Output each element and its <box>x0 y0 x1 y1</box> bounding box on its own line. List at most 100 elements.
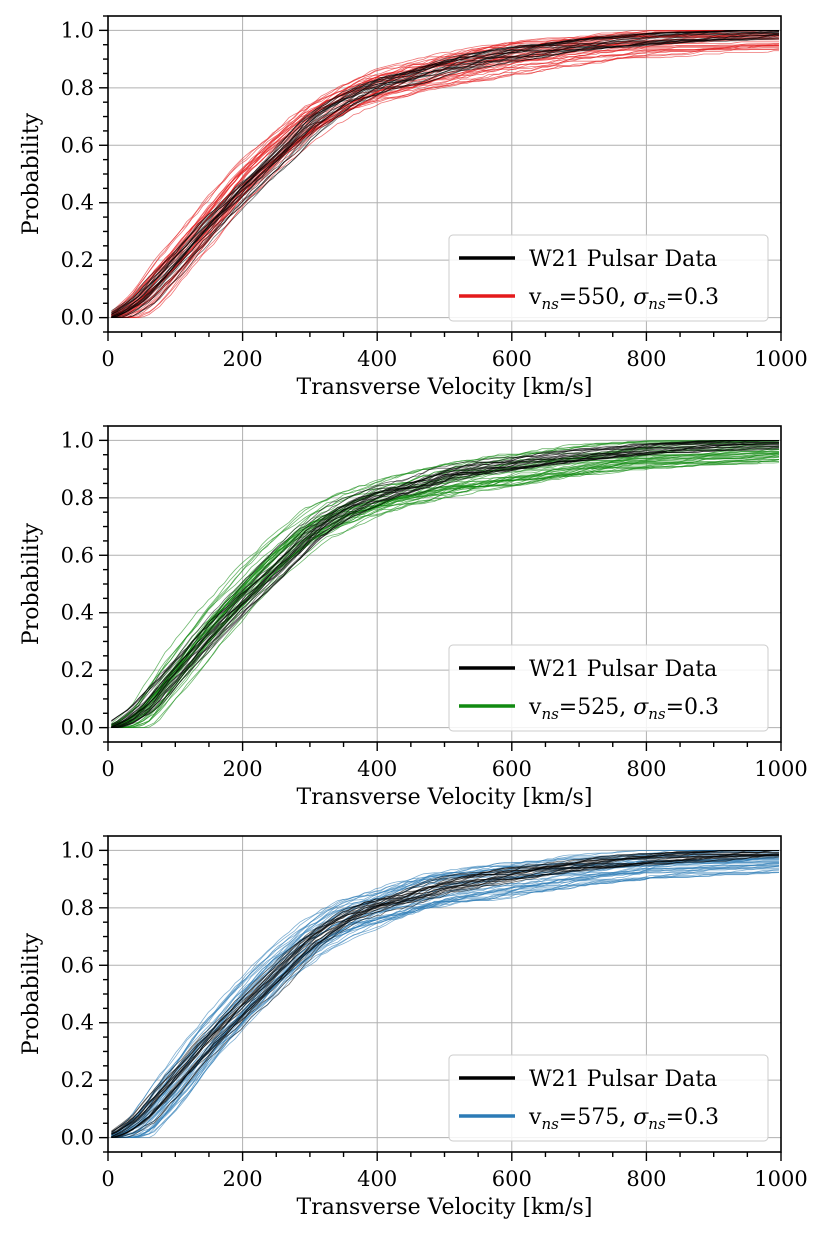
legend-box <box>448 234 769 322</box>
x-tick-label: 0 <box>101 347 114 371</box>
legend-label-pulsar-data: W21 Pulsar Data <box>529 247 717 272</box>
model-realization-line <box>111 439 779 728</box>
model-realization-line <box>111 863 780 1138</box>
x-tick-label: 600 <box>492 347 532 371</box>
y-tick-label: 0.2 <box>61 1068 94 1092</box>
model-realization-line <box>111 455 779 725</box>
legend-sigma: σ <box>633 695 649 720</box>
x-tick-label: 200 <box>223 347 263 371</box>
y-tick-label: 0.6 <box>61 133 94 157</box>
y-tick-label: 0.4 <box>61 191 94 215</box>
model-realization-line <box>111 871 779 1138</box>
x-axis-label: Transverse Velocity [km/s] <box>297 785 593 810</box>
x-axis-label: Transverse Velocity [km/s] <box>297 375 593 400</box>
model-realization-line <box>111 861 779 1137</box>
x-tick-label: 800 <box>626 347 666 371</box>
y-tick-label: 0.2 <box>61 248 94 272</box>
chart-panel-2: 0 200 400 600 800 1000 0.0 0.2 0.4 0.6 0.8 1.0 Trans… <box>19 425 808 810</box>
x-tick-label: 600 <box>492 1167 532 1191</box>
x-tick-label: 400 <box>357 347 397 371</box>
y-tick-label: 0.6 <box>61 543 94 567</box>
x-axis-label: Transverse Velocity [km/s] <box>297 1195 593 1220</box>
legend-subscript: ns <box>648 705 666 723</box>
pulsar-data-line <box>111 854 779 1135</box>
x-tick-label: 200 <box>223 1167 263 1191</box>
legend-v: v <box>528 1105 542 1130</box>
pulsar-data-line <box>111 33 779 312</box>
pulsar-data-line <box>111 33 779 315</box>
y-tick-label: 1.0 <box>61 838 94 862</box>
pulsar-data-line <box>111 850 779 1138</box>
legend-subscript: ns <box>541 1115 559 1133</box>
legend-label-model: vns=550, σns=0.3 <box>528 285 719 313</box>
pulsar-data-line <box>111 854 779 1137</box>
model-realization-line <box>111 850 779 1134</box>
y-axis-label: Probability <box>19 522 44 645</box>
legend-label-model: vns=575, σns=0.3 <box>528 1105 719 1133</box>
legend-v: v <box>528 285 542 310</box>
pulsar-data-line <box>111 850 779 1138</box>
pulsar-data-line <box>111 443 779 726</box>
y-tick-label: 0.4 <box>61 1011 94 1035</box>
legend-value: =575, <box>559 1105 633 1130</box>
y-tick-label: 0.8 <box>61 76 94 100</box>
model-realization-line <box>111 43 779 318</box>
legend-value: =0.3 <box>666 285 719 310</box>
y-axis-label: Probability <box>19 112 44 235</box>
legend-box <box>448 644 769 732</box>
x-tick-label: 1000 <box>754 1167 807 1191</box>
legend-value: =550, <box>559 285 633 310</box>
legend-value: =525, <box>559 695 633 720</box>
model-realization-line <box>111 452 779 728</box>
y-tick-label: 1.0 <box>61 18 94 42</box>
y-tick-label: 0.0 <box>61 716 94 740</box>
x-tick-label: 1000 <box>754 757 807 781</box>
legend-subscript: ns <box>648 295 666 313</box>
pulsar-data-line <box>111 853 779 1133</box>
x-tick-label: 600 <box>492 757 532 781</box>
legend-label-pulsar-data: W21 Pulsar Data <box>529 657 717 682</box>
pulsar-data-line <box>111 850 779 1132</box>
x-tick-label: 400 <box>357 1167 397 1191</box>
pulsar-data-line <box>111 35 780 318</box>
legend-value: =0.3 <box>666 695 719 720</box>
y-tick-label: 0.4 <box>61 601 94 625</box>
y-axis-label: Probability <box>19 932 44 1055</box>
x-tick-label: 0 <box>101 1167 114 1191</box>
pulsar-data-line <box>111 448 780 728</box>
x-tick-label: 400 <box>357 757 397 781</box>
x-tick-label: 200 <box>223 757 263 781</box>
x-tick-label: 800 <box>626 757 666 781</box>
model-realization-line <box>111 451 779 728</box>
chart-panel-3: 0 200 400 600 800 1000 0.0 0.2 0.4 0.6 0.8 1.0 Trans… <box>19 835 808 1220</box>
pulsar-data-line <box>111 30 780 317</box>
x-tick-label: 0 <box>101 757 114 781</box>
legend-subscript: ns <box>541 295 559 313</box>
legend-value: =0.3 <box>666 1105 719 1130</box>
model-realization-line <box>111 865 779 1138</box>
pulsar-data-line <box>111 446 779 728</box>
legend-sigma: σ <box>633 285 649 310</box>
pulsar-data-line <box>111 29 779 318</box>
model-realization-line <box>111 50 779 319</box>
y-tick-label: 0.8 <box>61 486 94 510</box>
model-realization-line <box>111 446 779 726</box>
pulsar-data-line <box>111 32 779 318</box>
legend-box <box>448 1054 769 1142</box>
y-tick-label: 0.8 <box>61 896 94 920</box>
pulsar-data-line <box>111 439 779 728</box>
y-tick-label: 0.6 <box>61 953 94 977</box>
legend-subscript: ns <box>541 705 559 723</box>
chart-panel-1: 0 200 400 600 800 1000 0.0 0.2 0.4 0.6 0.8 1.0 Trans… <box>19 15 808 400</box>
y-tick-label: 1.0 <box>61 428 94 452</box>
y-tick-label: 0.0 <box>61 306 94 330</box>
y-tick-label: 0.2 <box>61 658 94 682</box>
legend-label-model: vns=525, σns=0.3 <box>528 695 719 723</box>
legend-sigma: σ <box>633 1105 649 1130</box>
legend-label-pulsar-data: W21 Pulsar Data <box>529 1067 717 1092</box>
x-tick-label: 800 <box>626 1167 666 1191</box>
y-tick-label: 0.0 <box>61 1126 94 1150</box>
